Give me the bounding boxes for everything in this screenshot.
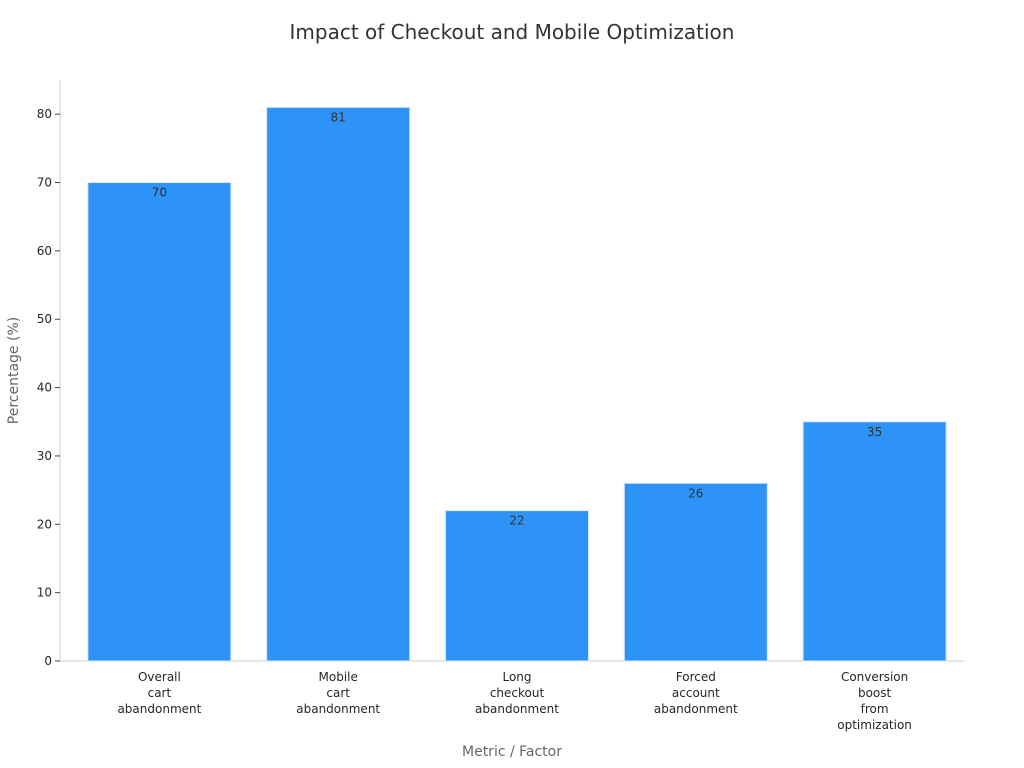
x-tick-label-line: account (672, 686, 720, 700)
x-tick-label: Conversion boost from optimization (837, 670, 912, 732)
bar (87, 182, 232, 662)
y-ticks: 0 10 20 30 40 50 60 70 80 (37, 107, 60, 668)
x-axis-title: Metric / Factor (462, 744, 562, 760)
x-tick-label-line: from (861, 702, 889, 716)
y-tick-label: 0 (44, 654, 52, 668)
x-tick-label: Forced account abandonment (654, 670, 738, 716)
x-tick-label-line: abandonment (296, 702, 380, 716)
y-tick-label: 10 (37, 586, 52, 600)
y-tick-label: 50 (37, 312, 52, 326)
y-tick-label: 30 (37, 449, 52, 463)
data-label: 22 (509, 514, 524, 528)
x-tick-labels: Overall cart abandonment Mobile cart abandonm… (117, 670, 911, 732)
x-tick-label-line: cart (326, 686, 350, 700)
x-tick-label-line: abandonment (117, 702, 201, 716)
x-tick-label-line: cart (148, 686, 172, 700)
bar (623, 482, 768, 662)
bar (802, 421, 947, 662)
bar (266, 106, 411, 662)
x-tick-label-line: checkout (490, 686, 545, 700)
data-label: 35 (867, 425, 882, 439)
x-tick-label-line: Mobile (319, 670, 358, 684)
y-tick-label: 70 (37, 176, 52, 190)
x-tick-label: Overall cart abandonment (117, 670, 201, 716)
data-labels: 70 81 22 26 35 (152, 110, 882, 527)
y-tick-label: 40 (37, 381, 52, 395)
x-tick-label-line: abandonment (475, 702, 559, 716)
chart-title: Impact of Checkout and Mobile Optimizati… (289, 20, 735, 44)
y-tick-label: 20 (37, 517, 52, 531)
bars (87, 106, 947, 662)
x-tick-label: Long checkout abandonment (475, 670, 559, 716)
y-axis-title: Percentage (%) (6, 317, 22, 424)
y-tick-label: 80 (37, 107, 52, 121)
x-tick-label-line: Conversion (841, 670, 908, 684)
data-label: 81 (331, 110, 346, 124)
x-tick-label-line: Forced (676, 670, 716, 684)
data-label: 26 (688, 486, 703, 500)
x-tick-label-line: boost (858, 686, 892, 700)
x-tick-label-line: Overall (138, 670, 181, 684)
x-tick-label-line: optimization (837, 718, 912, 732)
bar (444, 510, 590, 662)
data-label: 70 (152, 186, 167, 200)
x-tick-label-line: Long (502, 670, 531, 684)
x-tick-label: Mobile cart abandonment (296, 670, 380, 716)
y-tick-label: 60 (37, 244, 52, 258)
x-tick-label-line: abandonment (654, 702, 738, 716)
